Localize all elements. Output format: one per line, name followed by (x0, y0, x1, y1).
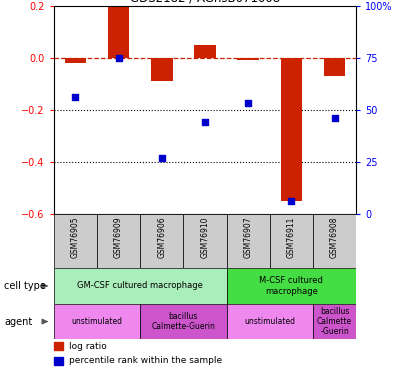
Bar (54, 268, 226, 304)
Text: GSM76908: GSM76908 (330, 216, 339, 258)
Text: unstimulated: unstimulated (72, 317, 123, 326)
Bar (108, 6, 129, 58)
Bar (226, 304, 313, 339)
Bar (226, 214, 270, 268)
Title: GDS2182 / AGhsB071008: GDS2182 / AGhsB071008 (130, 0, 280, 4)
Text: bacillus
Calmette
-Guerin: bacillus Calmette -Guerin (317, 307, 352, 336)
Bar (313, 304, 356, 339)
Bar (324, 58, 345, 76)
Text: GM-CSF cultured macrophage: GM-CSF cultured macrophage (77, 281, 203, 290)
Text: GSM76905: GSM76905 (71, 216, 80, 258)
Point (332, 115, 338, 121)
Bar (151, 58, 173, 81)
Bar (54, 304, 140, 339)
Text: M-CSF cultured
macrophage: M-CSF cultured macrophage (259, 276, 323, 296)
Bar (194, 45, 216, 58)
Bar (270, 214, 313, 268)
Bar (140, 304, 226, 339)
Point (288, 198, 295, 204)
Point (115, 55, 122, 61)
Bar (183, 214, 226, 268)
Text: GSM76909: GSM76909 (114, 216, 123, 258)
Text: GSM76907: GSM76907 (244, 216, 253, 258)
Text: cell type: cell type (4, 281, 46, 291)
Bar (281, 58, 302, 201)
Bar (313, 214, 356, 268)
Text: unstimulated: unstimulated (244, 317, 295, 326)
Text: GSM76906: GSM76906 (157, 216, 166, 258)
Point (72, 94, 78, 100)
Point (202, 119, 208, 125)
Point (158, 154, 165, 160)
Text: bacillus
Calmette-Guerin: bacillus Calmette-Guerin (151, 312, 215, 331)
Bar (54, 214, 97, 268)
Text: GSM76910: GSM76910 (201, 216, 209, 258)
Text: percentile rank within the sample: percentile rank within the sample (69, 356, 222, 365)
Bar (64, 58, 86, 63)
Point (245, 100, 252, 106)
Bar (237, 58, 259, 60)
Bar (140, 214, 183, 268)
Bar (226, 268, 356, 304)
Bar (54, 357, 63, 365)
Text: GSM76911: GSM76911 (287, 216, 296, 258)
Text: log ratio: log ratio (69, 342, 107, 351)
Bar (54, 342, 63, 350)
Bar (97, 214, 140, 268)
Text: agent: agent (4, 316, 32, 327)
